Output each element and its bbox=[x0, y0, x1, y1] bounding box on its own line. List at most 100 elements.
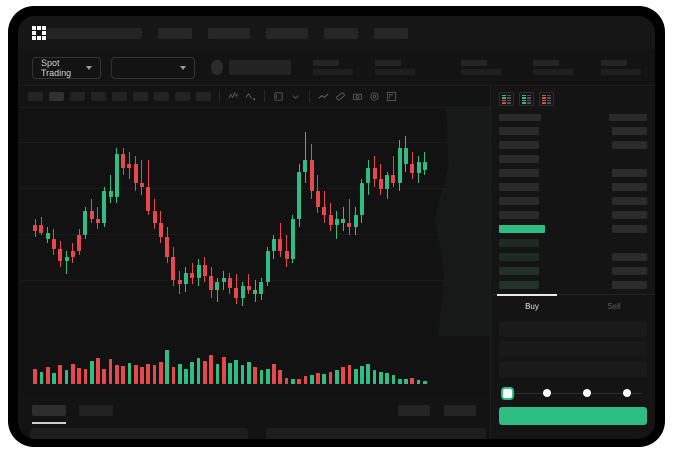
template-icon[interactable] bbox=[273, 91, 284, 102]
slider-node-1[interactable] bbox=[543, 389, 551, 397]
top-navigation-bar bbox=[18, 16, 655, 50]
price-chart[interactable] bbox=[18, 108, 490, 336]
volume-bar bbox=[416, 380, 421, 384]
timeframe-7[interactable] bbox=[154, 92, 169, 101]
slider-node-3[interactable] bbox=[623, 389, 631, 397]
nav-item-3[interactable] bbox=[266, 27, 308, 39]
camera-icon[interactable] bbox=[352, 91, 363, 102]
okx-logo[interactable] bbox=[32, 26, 46, 40]
stat-change bbox=[375, 60, 415, 75]
candle bbox=[83, 108, 88, 336]
candle-body bbox=[102, 191, 107, 223]
candle-body bbox=[366, 167, 371, 184]
candle-body bbox=[246, 286, 251, 291]
candle-body bbox=[39, 224, 44, 233]
orderbook-row[interactable] bbox=[499, 154, 647, 164]
slider-node-0[interactable] bbox=[503, 388, 512, 398]
amount-slider[interactable] bbox=[501, 387, 645, 401]
timeframe-8[interactable] bbox=[175, 92, 190, 101]
volume-bar bbox=[133, 364, 138, 384]
candle-body bbox=[303, 159, 308, 172]
orderbook-view-both[interactable] bbox=[499, 92, 514, 106]
orderbook-row[interactable] bbox=[499, 210, 647, 220]
candle-body bbox=[360, 183, 364, 216]
field-amount[interactable] bbox=[499, 341, 647, 357]
candle bbox=[328, 108, 333, 336]
volume-bar bbox=[209, 354, 213, 384]
timeframe-9[interactable] bbox=[196, 92, 211, 101]
candle bbox=[152, 108, 157, 336]
candle bbox=[422, 108, 427, 336]
orderbook-view-asks[interactable] bbox=[539, 92, 554, 106]
volume-bar bbox=[272, 363, 276, 384]
volume-bar bbox=[265, 368, 270, 384]
tab-open-orders[interactable] bbox=[32, 404, 66, 424]
candle bbox=[58, 108, 63, 336]
orderbook-view-bids[interactable] bbox=[519, 92, 534, 106]
volume-bar bbox=[278, 370, 283, 384]
candle bbox=[158, 108, 163, 336]
slider-node-2[interactable] bbox=[583, 389, 591, 397]
orderbook-row[interactable] bbox=[499, 168, 647, 178]
candle-body bbox=[52, 238, 56, 249]
candle-body bbox=[259, 282, 264, 295]
orderbook-row[interactable] bbox=[499, 182, 647, 192]
action-filter[interactable] bbox=[398, 404, 430, 416]
search-input[interactable] bbox=[46, 27, 142, 39]
tab-buy[interactable]: Buy bbox=[525, 302, 539, 311]
candle bbox=[322, 108, 327, 336]
volume-bar bbox=[184, 368, 188, 384]
orderbook-row[interactable] bbox=[499, 280, 647, 290]
candle bbox=[404, 108, 408, 336]
nav-item-4[interactable] bbox=[324, 27, 358, 39]
candle-wick bbox=[323, 191, 325, 223]
fullscreen-icon[interactable] bbox=[386, 91, 397, 102]
settings-icon[interactable] bbox=[369, 91, 380, 102]
app-screen: Spot Trading bbox=[18, 16, 655, 439]
field-price[interactable] bbox=[499, 321, 647, 337]
candle-wick bbox=[216, 278, 218, 303]
ruler-icon[interactable] bbox=[335, 91, 346, 102]
candle bbox=[303, 108, 308, 336]
compare-icon[interactable] bbox=[245, 91, 256, 102]
candle-body bbox=[347, 223, 352, 227]
timeframe-3[interactable] bbox=[70, 92, 85, 101]
orderbook-row[interactable] bbox=[499, 126, 647, 136]
orderbook-row[interactable] bbox=[499, 238, 647, 248]
candle bbox=[221, 108, 226, 336]
timeframe-1[interactable] bbox=[28, 92, 43, 101]
orderbook-row[interactable] bbox=[499, 140, 647, 150]
chevron-down-icon[interactable] bbox=[290, 91, 301, 102]
submit-order-button[interactable] bbox=[499, 407, 647, 425]
panel-assets[interactable] bbox=[266, 428, 486, 439]
candle-wick bbox=[147, 159, 149, 216]
volume-bar bbox=[404, 379, 408, 384]
timeframe-2[interactable] bbox=[49, 92, 64, 101]
orderbook-row[interactable] bbox=[499, 252, 647, 262]
trading-pair-select[interactable] bbox=[111, 56, 195, 79]
indicator-icon[interactable] bbox=[228, 91, 239, 102]
market-type-select[interactable]: Spot Trading bbox=[32, 56, 102, 79]
line-chart-icon[interactable] bbox=[318, 91, 329, 102]
orderbook-row-highlight[interactable] bbox=[499, 224, 647, 234]
candle bbox=[366, 108, 371, 336]
timeframe-6[interactable] bbox=[133, 92, 148, 101]
volume-bar bbox=[347, 364, 352, 384]
candle-body bbox=[353, 215, 358, 227]
orderbook-row[interactable] bbox=[499, 266, 647, 276]
volume-bar bbox=[385, 373, 389, 384]
tab-sell[interactable]: Sell bbox=[607, 302, 621, 311]
candle-body bbox=[58, 248, 63, 261]
orderbook-row[interactable] bbox=[499, 196, 647, 206]
volume-chart[interactable] bbox=[18, 336, 490, 396]
panel-positions[interactable] bbox=[30, 428, 248, 439]
nav-item-2[interactable] bbox=[208, 27, 250, 39]
timeframe-4[interactable] bbox=[91, 92, 106, 101]
nav-item-1[interactable] bbox=[158, 27, 192, 39]
field-total[interactable] bbox=[499, 361, 647, 377]
nav-item-5[interactable] bbox=[374, 27, 408, 39]
action-hide[interactable] bbox=[444, 404, 476, 416]
order-form-tabs: Buy Sell bbox=[491, 294, 655, 317]
timeframe-5[interactable] bbox=[112, 92, 127, 101]
tab-order-history[interactable] bbox=[79, 404, 113, 416]
